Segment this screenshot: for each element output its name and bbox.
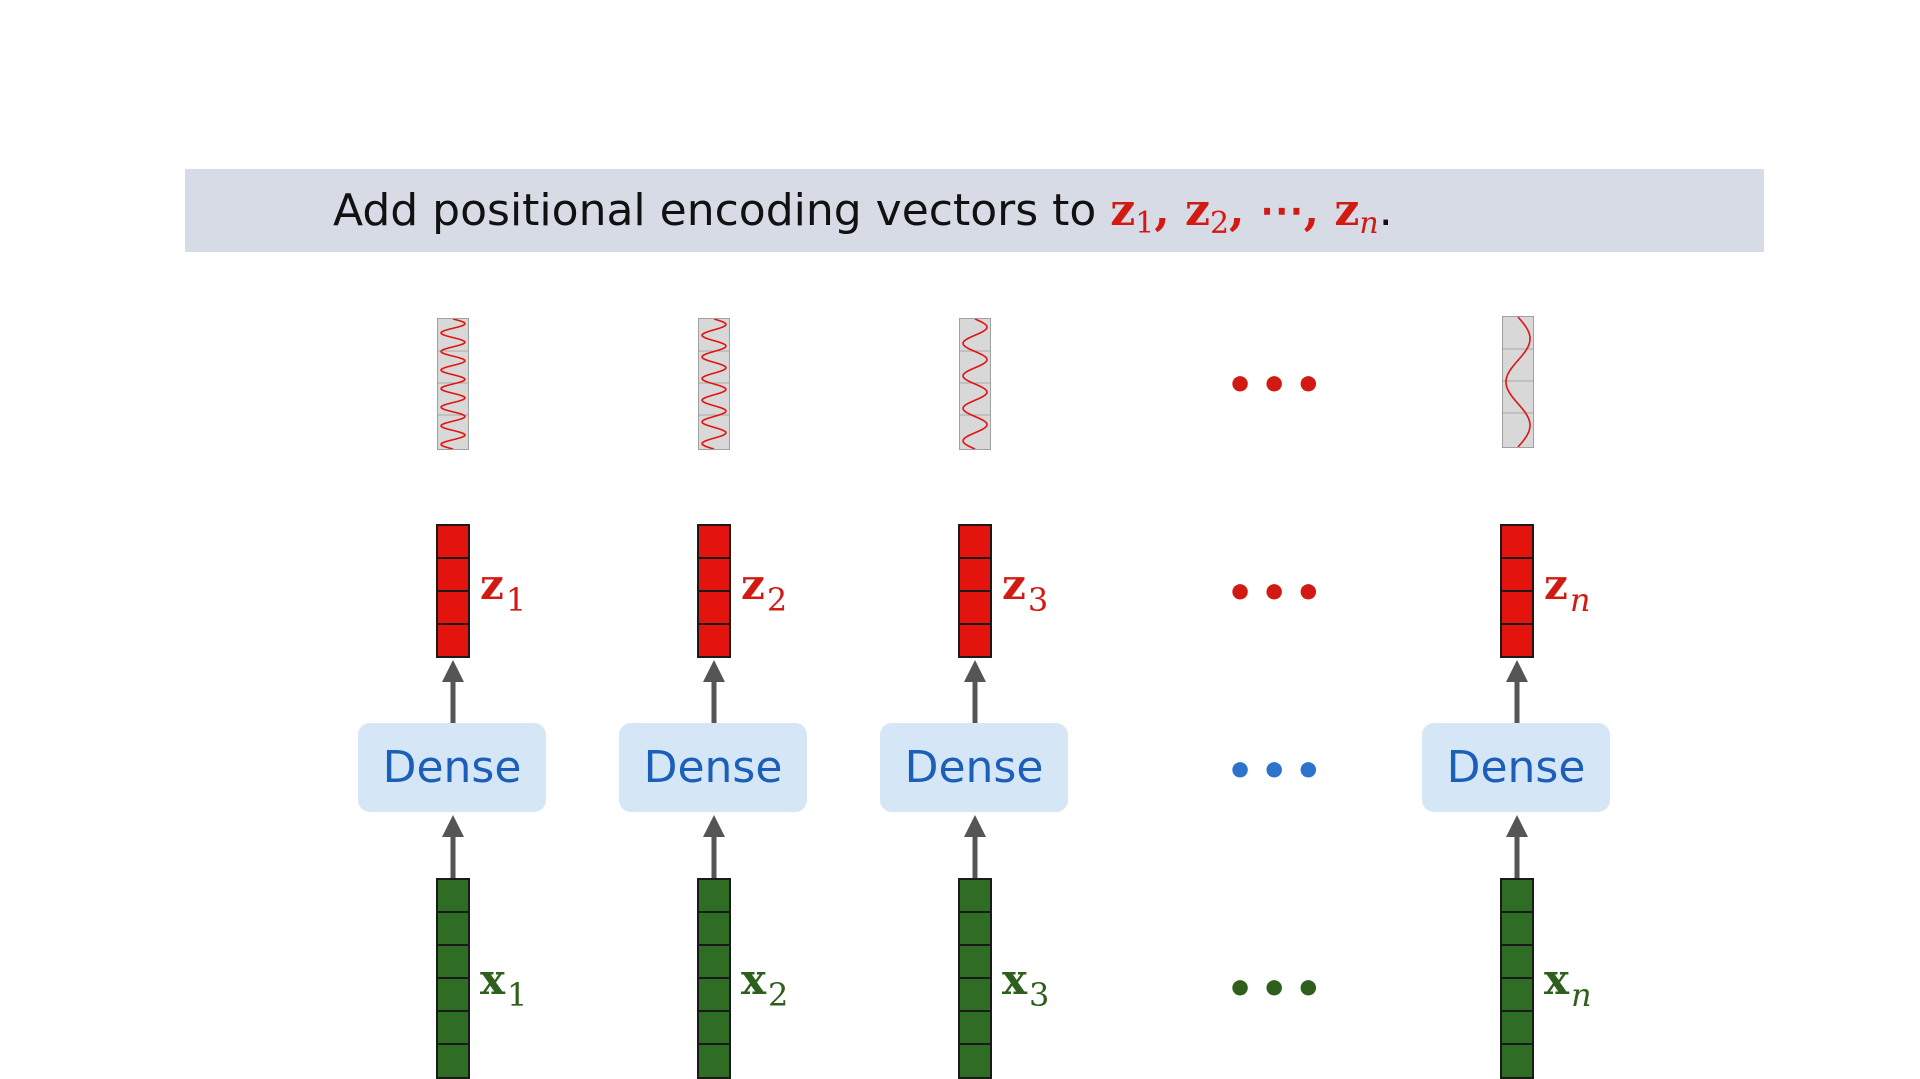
arrow-up-icon bbox=[964, 815, 986, 879]
x-vector-2 bbox=[697, 878, 731, 1079]
sine-wave-1 bbox=[438, 319, 468, 449]
arrow-up-icon bbox=[442, 660, 464, 724]
z-label-2: z2 bbox=[741, 560, 788, 619]
arrow-up-icon bbox=[442, 815, 464, 879]
banner-z-variables: z1, z2, ⋯, zn bbox=[1110, 185, 1379, 241]
banner-text: Add positional encoding vectors to bbox=[333, 185, 1111, 236]
positional-encoding-1 bbox=[437, 318, 469, 450]
sine-wave-n bbox=[1503, 317, 1533, 447]
dense-layer-n[interactable]: Dense bbox=[1422, 723, 1610, 812]
dense-layer-1[interactable]: Dense bbox=[358, 723, 546, 812]
x-ellipsis: ••• bbox=[1226, 964, 1329, 1015]
dense-ellipsis: ••• bbox=[1226, 746, 1329, 797]
x-label-2: x2 bbox=[741, 955, 789, 1014]
banner-title: Add positional encoding vectors to z1, z… bbox=[333, 185, 1393, 241]
positional-encoding-n bbox=[1502, 316, 1534, 448]
z-vector-n bbox=[1500, 524, 1534, 658]
x-label-1: x1 bbox=[480, 955, 528, 1014]
z-vector-1 bbox=[436, 524, 470, 658]
z-label-n: zn bbox=[1544, 560, 1591, 619]
sine-wave-2 bbox=[699, 319, 729, 449]
z-label-3: z3 bbox=[1002, 560, 1049, 619]
dense-layer-3[interactable]: Dense bbox=[880, 723, 1068, 812]
title-banner: Add positional encoding vectors to z1, z… bbox=[185, 169, 1764, 252]
positional-encoding-2 bbox=[698, 318, 730, 450]
x-vector-n bbox=[1500, 878, 1534, 1079]
z-vector-3 bbox=[958, 524, 992, 658]
arrow-up-icon bbox=[964, 660, 986, 724]
x-vector-3 bbox=[958, 878, 992, 1079]
positional-encoding-3 bbox=[959, 318, 991, 450]
x-label-3: x3 bbox=[1002, 955, 1050, 1014]
arrow-up-icon bbox=[1506, 815, 1528, 879]
arrow-up-icon bbox=[703, 815, 725, 879]
z-ellipsis: ••• bbox=[1226, 568, 1329, 619]
pe-ellipsis: ••• bbox=[1226, 360, 1329, 411]
x-label-n: xn bbox=[1544, 955, 1592, 1014]
dense-layer-2[interactable]: Dense bbox=[619, 723, 807, 812]
z-label-1: z1 bbox=[480, 560, 527, 619]
z-vector-2 bbox=[697, 524, 731, 658]
arrow-up-icon bbox=[703, 660, 725, 724]
arrow-up-icon bbox=[1506, 660, 1528, 724]
sine-wave-3 bbox=[960, 319, 990, 449]
x-vector-1 bbox=[436, 878, 470, 1079]
